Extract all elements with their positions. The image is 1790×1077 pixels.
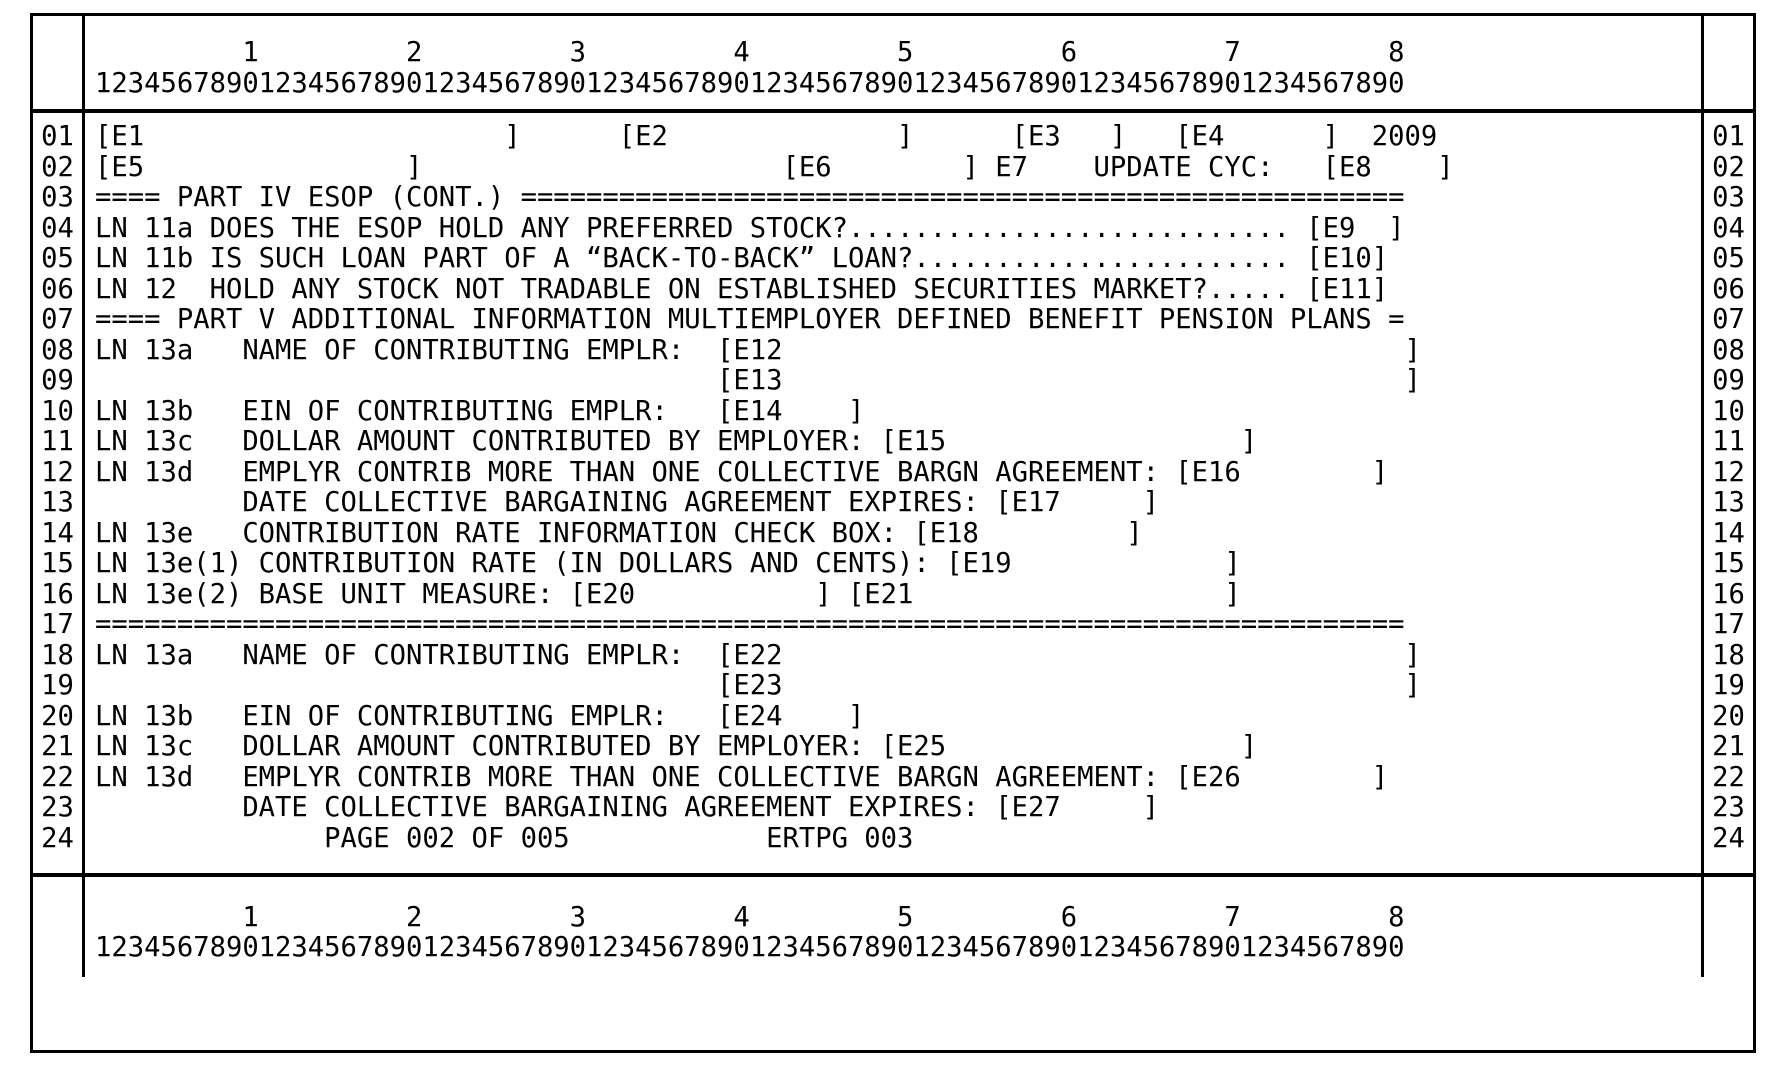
left-line-number-24: 24 xyxy=(41,822,74,854)
right-line-number-17: 17 xyxy=(1712,609,1745,640)
screen-line-18[interactable]: LN 13a NAME OF CONTRIBUTING EMPLR: [E22 … xyxy=(95,639,1421,671)
left-line-number-07: 07 xyxy=(41,304,74,335)
screen-line-21[interactable]: LN 13c DOLLAR AMOUNT CONTRIBUTED BY EMPL… xyxy=(95,731,1258,762)
left-line-number-15: 15 xyxy=(41,548,74,579)
screen-line-13[interactable]: DATE COLLECTIVE BARGAINING AGREEMENT EXP… xyxy=(95,487,1159,518)
right-line-number-20: 20 xyxy=(1712,700,1745,732)
right-line-number-18: 18 xyxy=(1712,639,1745,671)
top-ruler-band: 1 2 3 4 5 6 7 8 123456789012345678901234… xyxy=(33,16,1753,113)
right-line-number-06: 06 xyxy=(1712,273,1745,305)
top-ruler-units: 1234567890123456789012345678901234567890… xyxy=(95,67,1405,99)
screen-line-06[interactable]: LN 12 HOLD ANY STOCK NOT TRADABLE ON EST… xyxy=(95,273,1389,305)
left-line-number-23: 23 xyxy=(41,792,74,823)
left-line-number-05: 05 xyxy=(41,243,74,274)
screen-line-10[interactable]: LN 13b EIN OF CONTRIBUTING EMPLR: [E14 ] xyxy=(95,395,865,427)
right-line-number-10: 10 xyxy=(1712,395,1745,427)
right-line-number-01: 01 xyxy=(1712,121,1745,152)
left-line-number-01: 01 xyxy=(41,121,74,152)
bottom-ruler-units: 1234567890123456789012345678901234567890… xyxy=(95,932,1405,963)
screen-line-24[interactable]: PAGE 002 OF 005 ERTPG 003 xyxy=(95,822,914,854)
top-ruler-left-gutter xyxy=(33,16,85,109)
bottom-ruler-text: 1 2 3 4 5 6 7 8 123456789012345678901234… xyxy=(85,877,1701,977)
top-ruler-tens: 1 2 3 4 5 6 7 8 xyxy=(95,37,1405,68)
screen-line-12[interactable]: LN 13d EMPLYR CONTRIB MORE THAN ONE COLL… xyxy=(95,456,1389,488)
right-line-number-05: 05 xyxy=(1712,243,1745,274)
screen-line-03[interactable]: ==== PART IV ESOP (CONT.) ==============… xyxy=(95,182,1405,213)
bottom-ruler-right-gutter xyxy=(1701,877,1753,977)
left-line-number-02: 02 xyxy=(41,151,74,183)
right-line-number-16: 16 xyxy=(1712,578,1745,610)
left-line-number-09: 09 xyxy=(41,365,74,396)
screen-line-16[interactable]: LN 13e(2) BASE UNIT MEASURE: [E20 ] [E21… xyxy=(95,578,1241,610)
right-line-number-15: 15 xyxy=(1712,548,1745,579)
left-line-number-17: 17 xyxy=(41,609,74,640)
right-line-number-07: 07 xyxy=(1712,304,1745,335)
screen-line-15[interactable]: LN 13e(1) CONTRIBUTION RATE (IN DOLLARS … xyxy=(95,548,1241,579)
screen-text-area[interactable]: [E1 ] [E2 ] [E3 ] [E4 ] 2009 [E5 ] [E6 ] … xyxy=(85,113,1701,873)
screen-line-19[interactable]: [E23 ] xyxy=(95,670,1421,701)
terminal-screen-frame: 1 2 3 4 5 6 7 8 123456789012345678901234… xyxy=(30,13,1756,1053)
screen-line-05[interactable]: LN 11b IS SUCH LOAN PART OF A “BACK-TO-B… xyxy=(95,243,1389,274)
left-line-number-19: 19 xyxy=(41,670,74,701)
screen-line-14[interactable]: LN 13e CONTRIBUTION RATE INFORMATION CHE… xyxy=(95,517,1143,549)
left-line-number-04: 04 xyxy=(41,212,74,244)
screen-line-23[interactable]: DATE COLLECTIVE BARGAINING AGREEMENT EXP… xyxy=(95,792,1159,823)
top-ruler-right-gutter xyxy=(1701,16,1753,109)
screen-line-17[interactable]: ========================================… xyxy=(95,609,1405,640)
right-line-number-24: 24 xyxy=(1712,822,1745,854)
screen-line-02[interactable]: [E5 ] [E6 ] E7 UPDATE CYC: [E8 ] xyxy=(95,151,1454,183)
screen-line-04[interactable]: LN 11a DOES THE ESOP HOLD ANY PREFERRED … xyxy=(95,212,1405,244)
screen-line-01[interactable]: [E1 ] [E2 ] [E3 ] [E4 ] 2009 xyxy=(95,121,1438,152)
right-line-number-22: 22 xyxy=(1712,761,1745,793)
screen-line-22[interactable]: LN 13d EMPLYR CONTRIB MORE THAN ONE COLL… xyxy=(95,761,1389,793)
right-line-number-13: 13 xyxy=(1712,487,1745,518)
right-line-number-19: 19 xyxy=(1712,670,1745,701)
right-line-number-09: 09 xyxy=(1712,365,1745,396)
left-line-number-18: 18 xyxy=(41,639,74,671)
left-line-number-06: 06 xyxy=(41,273,74,305)
top-ruler-text: 1 2 3 4 5 6 7 8 123456789012345678901234… xyxy=(85,16,1701,109)
bottom-ruler-tens: 1 2 3 4 5 6 7 8 xyxy=(95,901,1405,933)
bottom-ruler-left-gutter xyxy=(33,877,85,977)
left-line-number-11: 11 xyxy=(41,426,74,457)
screen-line-11[interactable]: LN 13c DOLLAR AMOUNT CONTRIBUTED BY EMPL… xyxy=(95,426,1258,457)
screen-line-09[interactable]: [E13 ] xyxy=(95,365,1421,396)
right-line-number-12: 12 xyxy=(1712,456,1745,488)
right-line-number-column: 01 02 03 04 05 06 07 08 09 10 11 12 13 14 15 16 17 18 19 20… xyxy=(1701,113,1753,873)
left-line-number-16: 16 xyxy=(41,578,74,610)
right-line-number-11: 11 xyxy=(1712,426,1745,457)
content-band: 01 02 03 04 05 06 07 08 09 10 11 12 13 14 15 16 17 18 19 20… xyxy=(33,113,1753,873)
left-line-number-08: 08 xyxy=(41,334,74,366)
left-line-number-20: 20 xyxy=(41,700,74,732)
left-line-number-10: 10 xyxy=(41,395,74,427)
right-line-number-02: 02 xyxy=(1712,151,1745,183)
right-line-number-04: 04 xyxy=(1712,212,1745,244)
left-line-number-21: 21 xyxy=(41,731,74,762)
screen-line-07[interactable]: ==== PART V ADDITIONAL INFORMATION MULTI… xyxy=(95,304,1405,335)
right-line-number-14: 14 xyxy=(1712,517,1745,549)
screen-line-20[interactable]: LN 13b EIN OF CONTRIBUTING EMPLR: [E24 ] xyxy=(95,700,865,732)
right-line-number-23: 23 xyxy=(1712,792,1745,823)
right-line-number-03: 03 xyxy=(1712,182,1745,213)
right-line-number-21: 21 xyxy=(1712,731,1745,762)
left-line-number-22: 22 xyxy=(41,761,74,793)
left-line-number-12: 12 xyxy=(41,456,74,488)
left-line-number-column: 01 02 03 04 05 06 07 08 09 10 11 12 13 14 15 16 17 18 19 20… xyxy=(33,113,85,873)
right-line-number-08: 08 xyxy=(1712,334,1745,366)
left-line-number-03: 03 xyxy=(41,182,74,213)
screen-line-08[interactable]: LN 13a NAME OF CONTRIBUTING EMPLR: [E12 … xyxy=(95,334,1421,366)
left-line-number-13: 13 xyxy=(41,487,74,518)
left-line-number-14: 14 xyxy=(41,517,74,549)
bottom-ruler-band: 1 2 3 4 5 6 7 8 123456789012345678901234… xyxy=(33,873,1753,977)
